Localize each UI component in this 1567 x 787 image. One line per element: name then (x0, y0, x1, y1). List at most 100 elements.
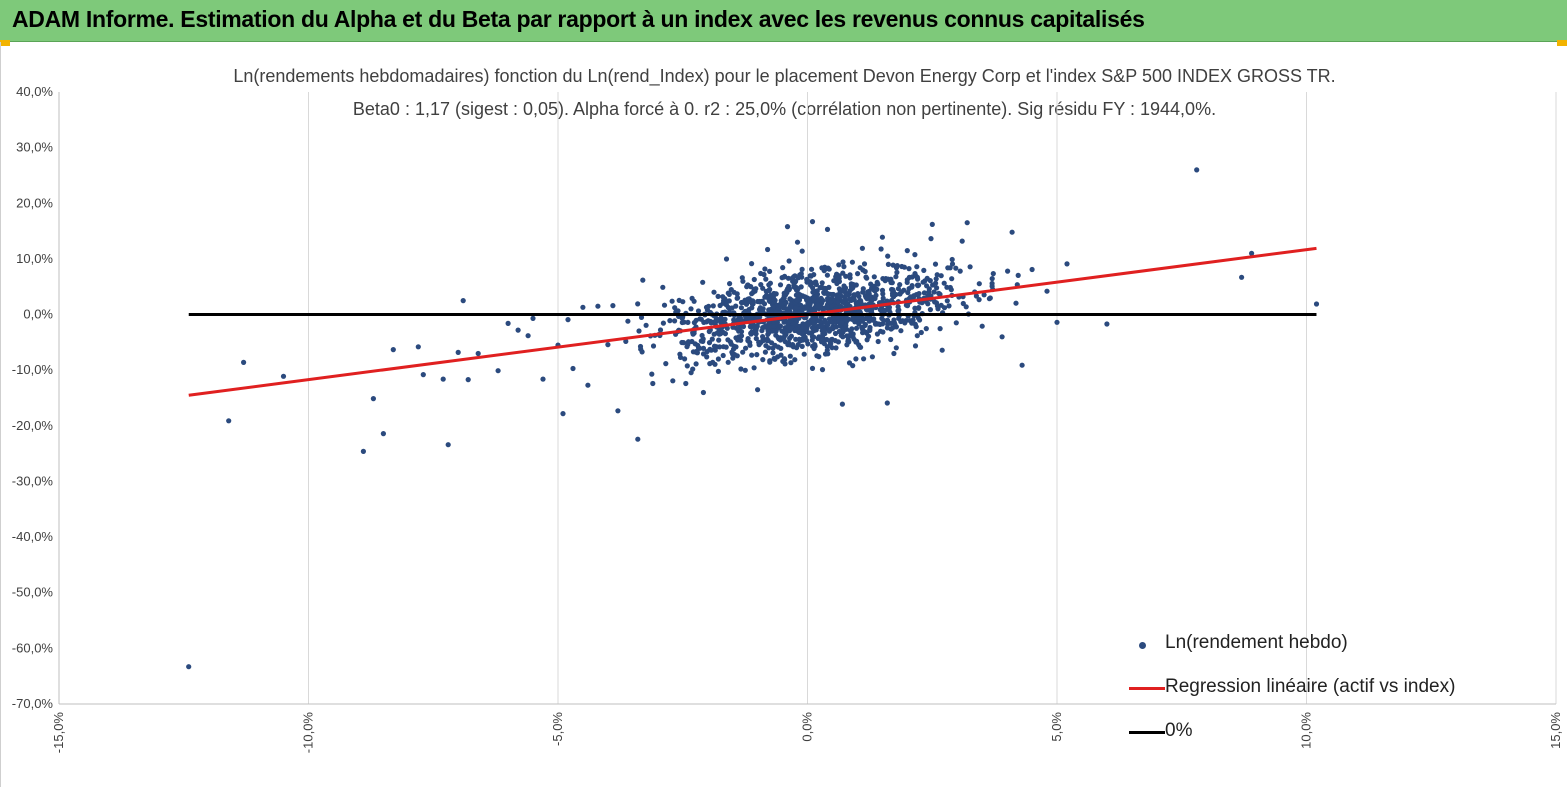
data-point (873, 292, 879, 298)
data-point (802, 294, 808, 300)
data-point (932, 261, 939, 267)
data-point (864, 275, 870, 281)
data-point (595, 303, 601, 309)
data-point (682, 356, 688, 362)
data-point (824, 336, 830, 343)
data-point (635, 301, 641, 307)
data-point (787, 353, 793, 359)
data-point (754, 352, 760, 358)
data-point (927, 278, 933, 284)
data-point (734, 353, 740, 359)
data-point (916, 282, 922, 288)
data-point (765, 246, 771, 253)
data-point (858, 298, 864, 304)
data-point (772, 342, 778, 348)
data-point (707, 346, 713, 352)
data-point (912, 271, 918, 277)
data-point (884, 400, 890, 406)
data-point (838, 320, 845, 326)
data-point (981, 292, 987, 298)
data-point (720, 352, 726, 359)
data-point (886, 304, 893, 310)
data-point (824, 347, 830, 353)
data-point (560, 411, 566, 417)
data-point (730, 355, 736, 361)
data-point (777, 282, 784, 288)
data-point (796, 329, 802, 335)
data-point (690, 366, 696, 372)
data-point (650, 380, 656, 387)
data-point (894, 269, 900, 275)
data-point (824, 321, 831, 327)
x-tick-label: 0,0% (800, 712, 815, 742)
data-point (672, 305, 678, 311)
y-tick-label: 30,0% (16, 140, 53, 155)
data-point (905, 289, 911, 296)
data-point (953, 320, 959, 326)
data-point (889, 280, 895, 286)
data-point (685, 319, 691, 325)
data-point (834, 272, 841, 278)
data-point (841, 283, 847, 289)
data-point (715, 356, 722, 362)
data-point (1313, 301, 1320, 307)
data-point (755, 387, 761, 393)
data-point (931, 289, 937, 295)
data-point (715, 368, 722, 374)
data-point (780, 265, 786, 271)
data-point (760, 357, 766, 363)
data-point (819, 367, 826, 373)
data-point (838, 329, 844, 335)
data-point (1249, 250, 1255, 256)
data-point (806, 330, 812, 336)
data-point (787, 296, 793, 302)
data-point (760, 334, 766, 340)
data-point (897, 291, 903, 297)
data-point (767, 359, 773, 365)
data-point (697, 316, 703, 322)
data-point (727, 281, 733, 287)
data-point (660, 320, 667, 326)
data-point (725, 304, 732, 311)
data-point (925, 301, 931, 307)
data-point (724, 325, 730, 331)
data-point (989, 276, 995, 282)
y-tick-label: -20,0% (12, 418, 54, 433)
data-point (765, 328, 771, 334)
legend-item-zero: 0% (1129, 718, 1549, 746)
data-point (725, 298, 731, 304)
data-point (826, 266, 832, 272)
data-point (750, 301, 756, 307)
data-point (811, 327, 817, 334)
data-point (923, 326, 929, 332)
data-point (833, 345, 839, 351)
data-point (738, 305, 745, 311)
x-tick-label: 5,0% (1049, 712, 1064, 742)
data-point (809, 266, 815, 272)
data-point (757, 305, 764, 311)
data-point (835, 300, 841, 306)
data-point (880, 291, 886, 297)
data-point (681, 319, 687, 325)
data-point (746, 296, 752, 302)
data-point (793, 336, 799, 342)
data-point (904, 303, 911, 309)
data-point (241, 359, 247, 365)
data-point (906, 274, 913, 280)
data-point (767, 280, 774, 286)
data-point (1104, 321, 1110, 327)
data-point (770, 293, 776, 300)
data-point (713, 319, 719, 325)
data-point (1239, 274, 1245, 280)
data-point (949, 261, 956, 267)
data-point (766, 288, 772, 294)
data-point (681, 340, 687, 346)
data-point (814, 353, 820, 359)
data-point (938, 302, 944, 308)
data-point (867, 324, 873, 331)
data-point (525, 333, 531, 339)
data-point (718, 315, 724, 321)
data-point (860, 267, 866, 273)
data-point (783, 331, 789, 337)
data-point (946, 303, 952, 309)
